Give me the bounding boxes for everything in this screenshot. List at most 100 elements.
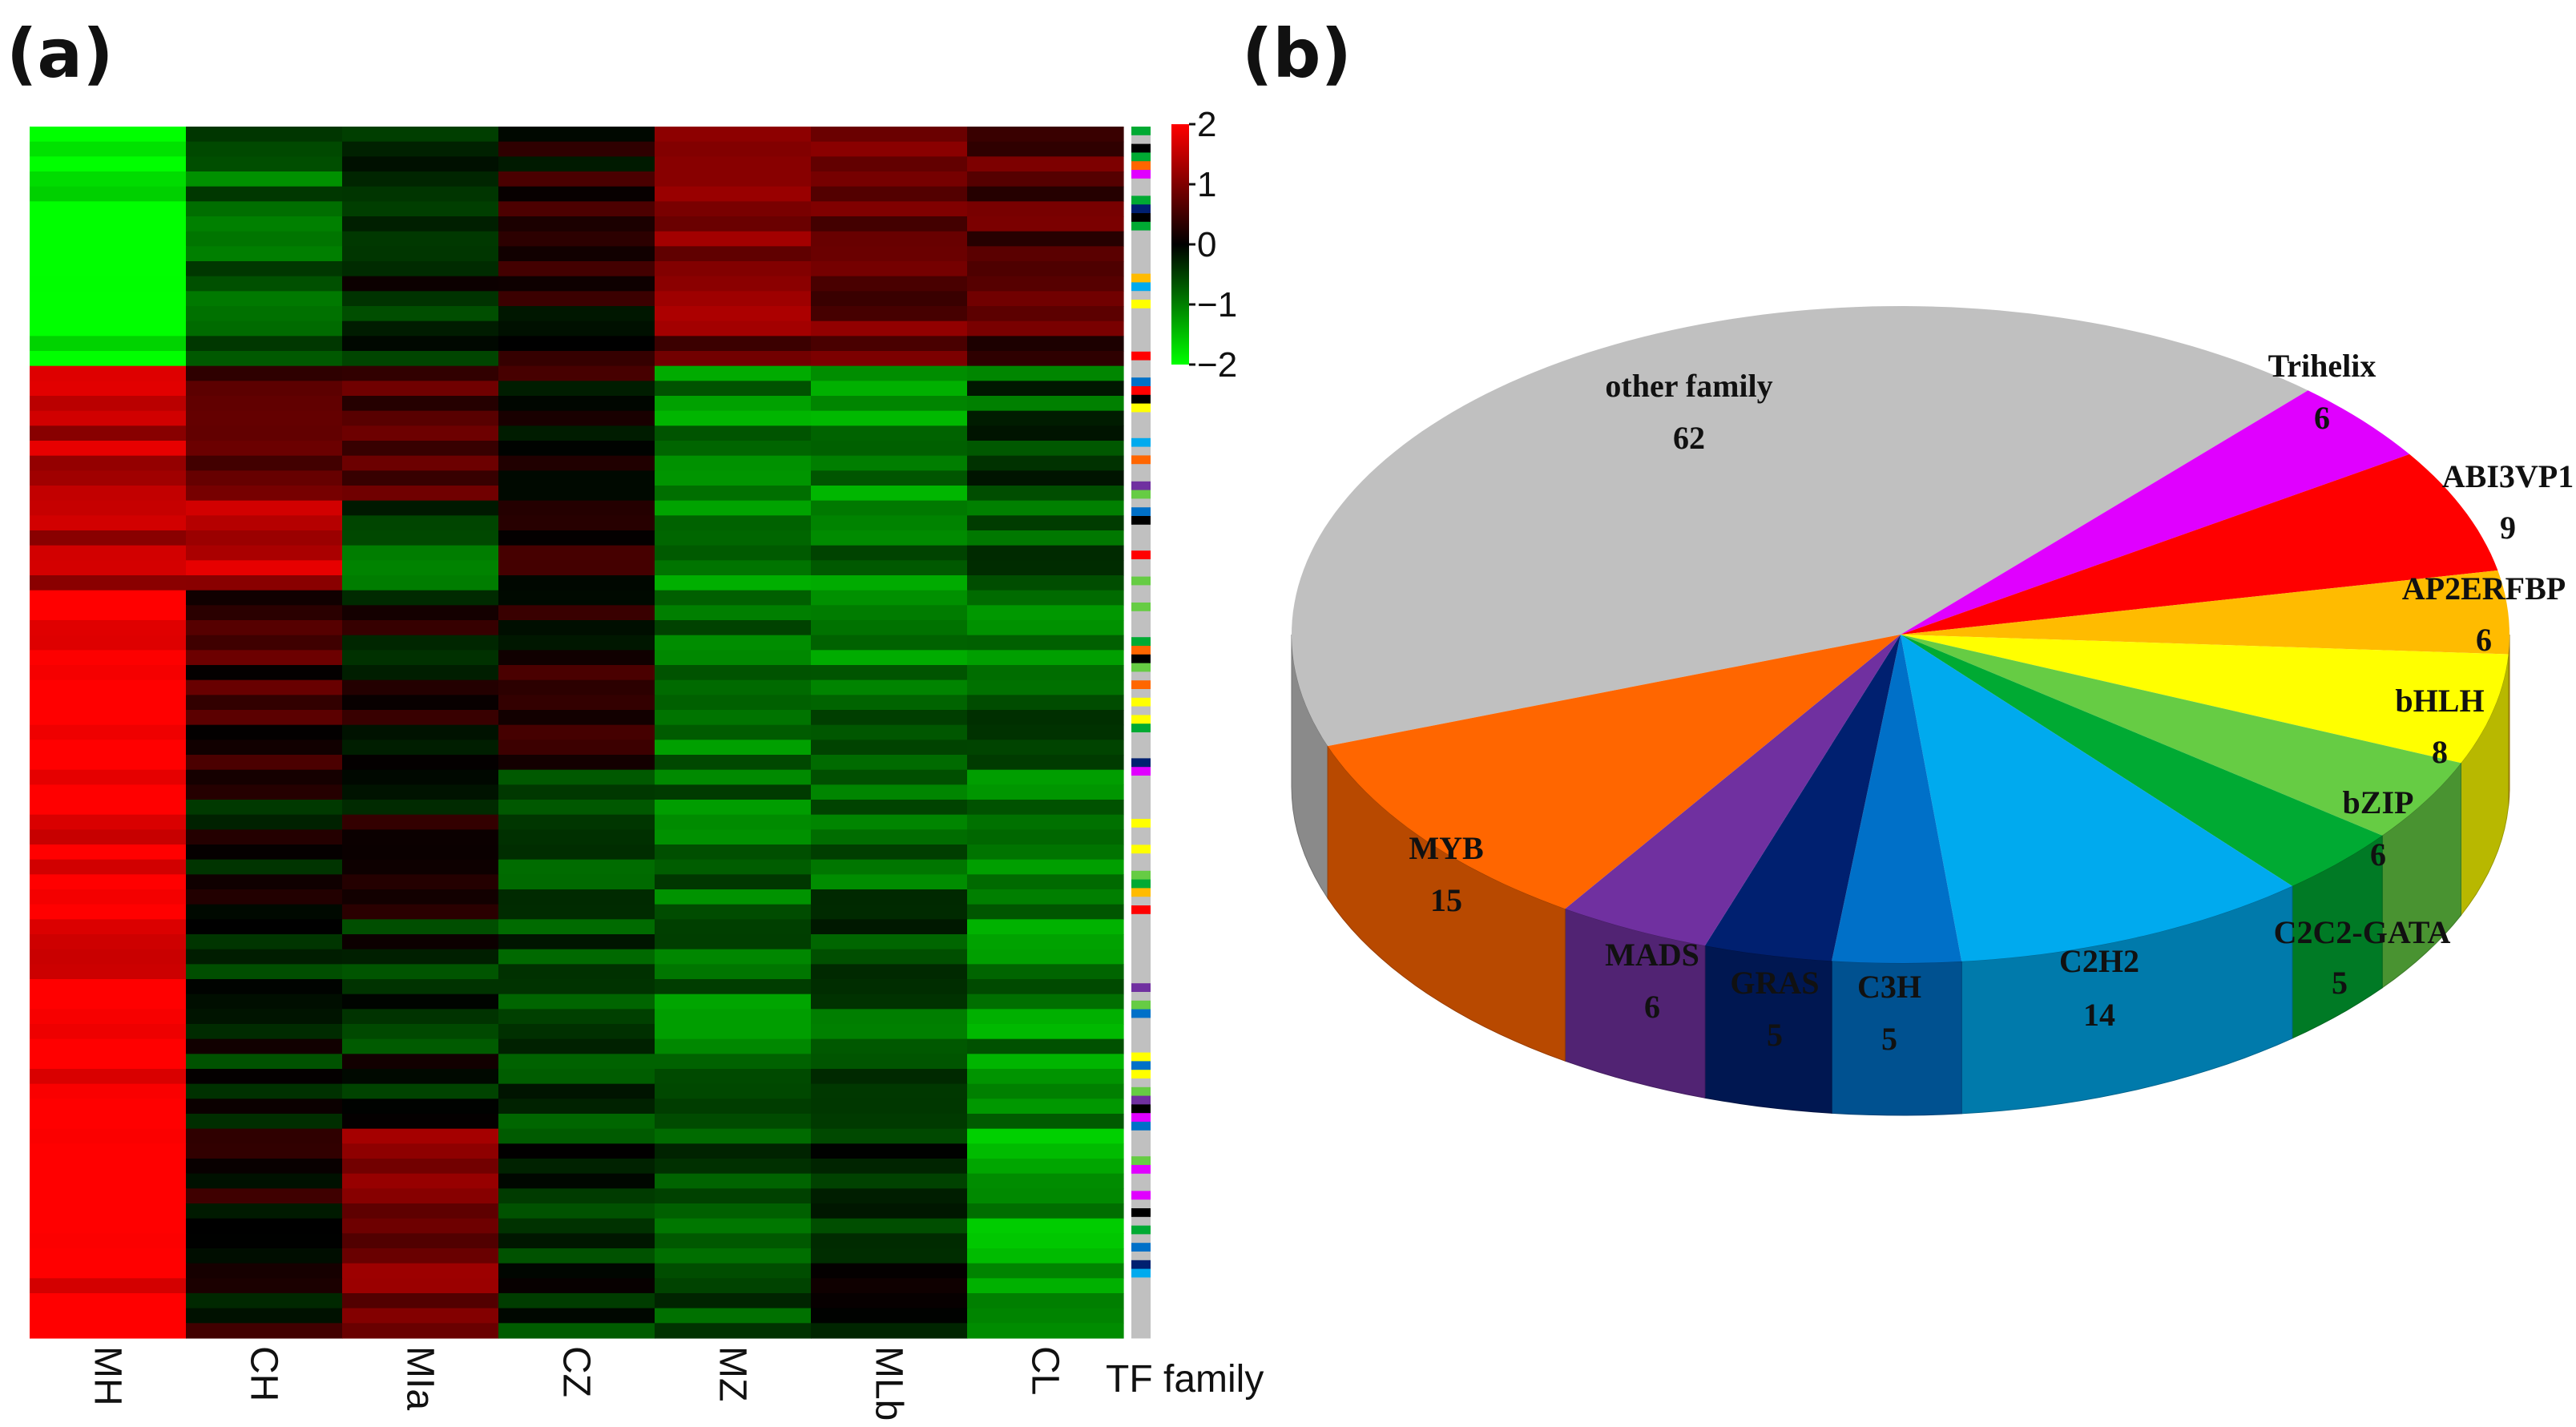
heatmap-cell	[342, 156, 499, 172]
heatmap-cell	[967, 1159, 1124, 1175]
heatmap-cell	[811, 695, 968, 711]
heatmap-cell	[967, 605, 1124, 621]
tf-family-strip-cell	[1131, 1268, 1151, 1278]
heatmap-cell	[655, 1293, 812, 1309]
heatmap-cell	[498, 1159, 655, 1175]
heatmap-cell	[655, 336, 812, 352]
heatmap-cell	[342, 127, 499, 143]
heatmap-cell	[498, 889, 655, 905]
tf-family-strip-cell	[1131, 784, 1151, 794]
heatmap-cell	[967, 515, 1124, 531]
heatmap-cell	[30, 1218, 187, 1234]
heatmap-cell	[30, 515, 187, 531]
heatmap-cell	[186, 500, 343, 516]
heatmap-cell	[186, 1233, 343, 1249]
tf-family-strip-cell	[1131, 161, 1151, 171]
heatmap-cell	[811, 784, 968, 800]
heatmap-cell	[30, 994, 187, 1010]
tf-family-strip-cell	[1131, 221, 1151, 232]
pie-slice-value: 14	[2083, 997, 2115, 1033]
heatmap-cell	[30, 1173, 187, 1189]
heatmap-cell	[811, 1054, 968, 1070]
heatmap-cell	[655, 1159, 812, 1175]
heatmap-cell	[186, 515, 343, 531]
heatmap-cell	[186, 1024, 343, 1040]
heatmap-cell	[811, 979, 968, 995]
heatmap-cell	[811, 889, 968, 905]
heatmap-cell	[811, 171, 968, 187]
heatmap-cell	[342, 1024, 499, 1040]
tf-family-strip-cell	[1131, 706, 1151, 716]
pie-top-slices	[1292, 306, 2509, 963]
tf-family-strip-cell	[1131, 1303, 1151, 1313]
heatmap-cell	[30, 276, 187, 292]
tf-family-strip-cell	[1131, 827, 1151, 837]
tf-family-strip-cell	[1131, 524, 1151, 534]
heatmap-cell	[655, 156, 812, 172]
tf-family-strip-cell	[1131, 559, 1151, 569]
heatmap-cell	[30, 1009, 187, 1025]
heatmap-cell	[655, 1248, 812, 1264]
tf-family-strip-cell	[1131, 897, 1151, 906]
tf-family-strip-cell	[1131, 689, 1151, 699]
heatmap-cell	[811, 740, 968, 756]
heatmap-cell	[498, 1143, 655, 1159]
heatmap-cell	[811, 410, 968, 426]
pie-slice-label: C2C2-GATA	[2274, 914, 2451, 950]
heatmap-cell	[498, 1248, 655, 1264]
heatmap-cell	[498, 320, 655, 337]
heatmap-cell	[655, 889, 812, 905]
heatmap-cell	[186, 141, 343, 157]
heatmap-cell	[342, 1248, 499, 1264]
heatmap-cell	[186, 964, 343, 980]
heatmap-cell	[811, 769, 968, 785]
pie-slice-label: other family	[1605, 368, 1772, 404]
heatmap-cell	[342, 710, 499, 726]
heatmap-cell	[186, 1203, 343, 1219]
tf-family-strip-cell	[1131, 671, 1151, 681]
heatmap-cell	[811, 605, 968, 621]
heatmap-cell	[967, 724, 1124, 740]
pie-slice	[1328, 635, 1901, 909]
tf-family-strip-cell	[1131, 360, 1151, 369]
tf-family-strip-cell	[1131, 1147, 1151, 1157]
tf-family-strip-cell	[1131, 1260, 1151, 1270]
heatmap-cell	[811, 306, 968, 322]
heatmap-cell	[30, 650, 187, 666]
tf-family-strip-cell	[1131, 1191, 1151, 1200]
tf-family-strip-cell	[1131, 455, 1151, 465]
tf-family-strip-cell	[1131, 196, 1151, 205]
heatmap-cell	[30, 365, 187, 381]
tf-family-strip-cell	[1131, 758, 1151, 768]
heatmap-cell	[186, 1188, 343, 1204]
tf-family-strip-cell	[1131, 949, 1151, 958]
heatmap-cell	[342, 934, 499, 950]
pie-slice-label: MYB	[1409, 830, 1483, 866]
heatmap-cell	[967, 365, 1124, 381]
heatmap-cell	[498, 1233, 655, 1249]
heatmap-cell	[967, 1069, 1124, 1085]
heatmap-cell	[498, 575, 655, 591]
heatmap-cell	[498, 829, 655, 845]
tf-family-strip-cell	[1131, 922, 1151, 932]
heatmap-cell	[186, 545, 343, 561]
tf-family-strip-cell	[1131, 429, 1151, 439]
heatmap-cell	[967, 1128, 1124, 1144]
heatmap-cell	[655, 291, 812, 307]
heatmap-cell	[655, 396, 812, 412]
heatmap-cell	[186, 1278, 343, 1294]
heatmap-cell	[342, 1069, 499, 1085]
pie-slice-value: 6	[2370, 836, 2386, 873]
heatmap-cell	[342, 605, 499, 621]
heatmap-cell	[655, 261, 812, 277]
heatmap-cell	[30, 620, 187, 636]
tf-family-strip-cell	[1131, 1156, 1151, 1166]
heatmap-cell	[967, 545, 1124, 561]
colorbar-gradient	[1171, 124, 1189, 365]
heatmap	[30, 127, 1124, 1339]
heatmap-cell	[186, 1038, 343, 1054]
pie-slice	[1292, 306, 2308, 747]
heatmap-cell	[342, 650, 499, 666]
heatmap-cell	[30, 486, 187, 502]
heatmap-cell	[655, 470, 812, 486]
